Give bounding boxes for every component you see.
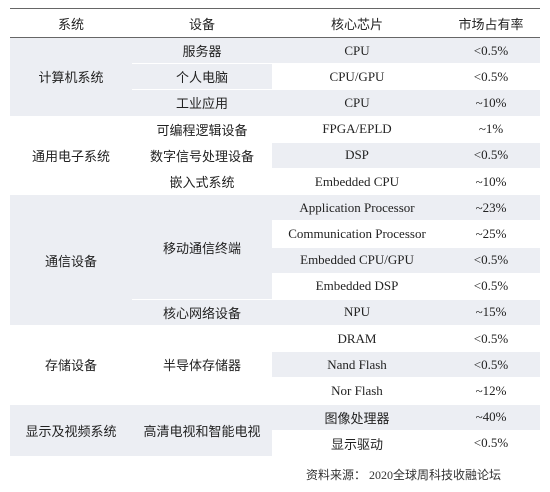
chip-cell: 显示驱动 bbox=[272, 430, 442, 458]
chip-cell: DSP bbox=[272, 142, 442, 169]
chip-cell: Embedded DSP bbox=[272, 273, 442, 300]
header-cell: 设备 bbox=[132, 8, 272, 38]
table-row: 通信设备 移动通信终端 Application Processor ~23% bbox=[10, 194, 540, 327]
system-cell: 通用电子系统 bbox=[10, 116, 132, 196]
share-cell: <0.5% bbox=[442, 142, 540, 169]
table-row: 显示驱动 <0.5% bbox=[10, 430, 540, 458]
chip-cell: Nor Flash bbox=[272, 377, 442, 405]
table-row: 核心网络设备 NPU ~15% bbox=[10, 299, 540, 327]
header-cell: 市场占有率 bbox=[442, 8, 540, 38]
share-cell: <0.5% bbox=[442, 430, 540, 458]
device-cell: 工业应用 bbox=[132, 89, 272, 117]
table-row: 工业应用 CPU ~10% bbox=[10, 89, 540, 117]
table-body: 计算机系统 服务器 CPU <0.5% 个人电脑 CPU/GPU <0.5% 工业应用 CPU ~… bbox=[10, 37, 540, 458]
share-cell: ~15% bbox=[442, 299, 540, 327]
share-cell: ~1% bbox=[442, 116, 540, 143]
device-cell: 数字信号处理设备 bbox=[132, 142, 272, 169]
table-row: 通用电子系统 可编程逻辑设备 FPGA/EPLD ~1% bbox=[10, 116, 540, 196]
share-cell: <0.5% bbox=[442, 63, 540, 91]
share-cell: ~23% bbox=[442, 194, 540, 222]
chip-cell: Embedded CPU/GPU bbox=[272, 247, 442, 274]
table-row: Nor Flash ~12% bbox=[10, 377, 540, 405]
chip-cell: FPGA/EPLD bbox=[272, 116, 442, 143]
share-cell: ~10% bbox=[442, 89, 540, 117]
table-row: 嵌入式系统 Embedded CPU ~10% bbox=[10, 168, 540, 196]
chip-cell: CPU bbox=[272, 89, 442, 117]
table-row: 数字信号处理设备 DSP <0.5% bbox=[10, 142, 540, 169]
share-cell: <0.5% bbox=[442, 351, 540, 379]
system-cell: 显示及视频系统 bbox=[10, 404, 132, 458]
device-cell: 高清电视和智能电视 bbox=[132, 404, 272, 458]
table-row: Nand Flash <0.5% bbox=[10, 351, 540, 379]
device-cell: 嵌入式系统 bbox=[132, 168, 272, 196]
system-cell: 计算机系统 bbox=[10, 37, 132, 117]
chip-table: 系统 设备 核心芯片 市场占有率 计算机系统 服务器 CPU <0.5% 个人电脑 CPU/GP… bbox=[10, 8, 540, 458]
device-cell: 可编程逻辑设备 bbox=[132, 116, 272, 143]
share-cell: ~10% bbox=[442, 168, 540, 196]
share-cell: ~12% bbox=[442, 377, 540, 405]
chip-cell: NPU bbox=[272, 299, 442, 327]
header-cell: 系统 bbox=[10, 8, 132, 38]
share-cell: ~25% bbox=[442, 220, 540, 248]
table-row: 计算机系统 服务器 CPU <0.5% bbox=[10, 37, 540, 117]
table-row: 存储设备 半导体存储器 DRAM <0.5% bbox=[10, 325, 540, 405]
chip-cell: CPU bbox=[272, 37, 442, 65]
chip-cell: Nand Flash bbox=[272, 351, 442, 379]
table-row: Embedded CPU/GPU <0.5% bbox=[10, 247, 540, 274]
share-cell: <0.5% bbox=[442, 325, 540, 353]
system-cell: 通信设备 bbox=[10, 194, 132, 327]
share-cell: <0.5% bbox=[442, 273, 540, 300]
chip-cell: 图像处理器 bbox=[272, 404, 442, 431]
chip-cell: Communication Processor bbox=[272, 220, 442, 248]
table-row: 个人电脑 CPU/GPU <0.5% bbox=[10, 63, 540, 91]
device-cell: 核心网络设备 bbox=[132, 299, 272, 327]
device-cell: 移动通信终端 bbox=[132, 194, 272, 300]
source-note: 资料来源： 2020全球周科技收融论坛 bbox=[306, 468, 502, 482]
chip-cell: CPU/GPU bbox=[272, 63, 442, 91]
chip-cell: DRAM bbox=[272, 325, 442, 353]
chip-cell: Embedded CPU bbox=[272, 168, 442, 196]
table-row: 显示及视频系统 高清电视和智能电视 图像处理器 ~40% bbox=[10, 404, 540, 458]
table-row: Communication Processor ~25% bbox=[10, 220, 540, 248]
system-cell: 存储设备 bbox=[10, 325, 132, 405]
table-row: Embedded DSP <0.5% bbox=[10, 273, 540, 300]
chip-cell: Application Processor bbox=[272, 194, 442, 222]
device-cell: 个人电脑 bbox=[132, 63, 272, 91]
device-cell: 半导体存储器 bbox=[132, 325, 272, 405]
share-cell: <0.5% bbox=[442, 37, 540, 65]
share-cell: <0.5% bbox=[442, 247, 540, 274]
share-cell: ~40% bbox=[442, 404, 540, 431]
device-cell: 服务器 bbox=[132, 37, 272, 65]
header-row: 系统 设备 核心芯片 市场占有率 bbox=[10, 8, 540, 38]
header-cell: 核心芯片 bbox=[272, 8, 442, 38]
